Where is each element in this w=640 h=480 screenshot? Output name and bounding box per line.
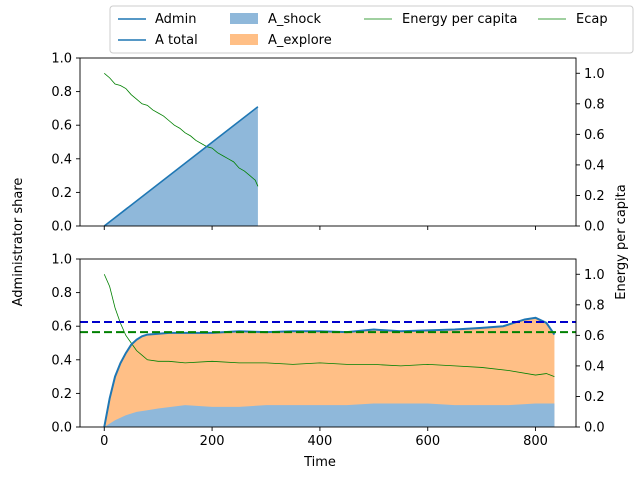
legend-label-admin: Admin: [155, 12, 196, 27]
top-right-y-tick-label: 0.8: [584, 97, 605, 112]
right-y-axis-label: Energy per capita: [614, 184, 629, 299]
bottom-left-y-tick-label: 0.2: [51, 387, 72, 402]
top-right-y-tick-label: 0.2: [584, 189, 605, 204]
top-left-y-tick-label: 1.0: [51, 52, 72, 67]
bottom-left-y-tick-label: 0.6: [51, 320, 72, 335]
bottom-right-y-tick-label: 0.8: [584, 298, 605, 313]
legend-label-ecap: Ecap: [576, 12, 608, 27]
top-left-y-tick-label: 0.8: [51, 85, 72, 100]
legend-swatch-a-explore: [230, 34, 258, 45]
bottom-left-y-tick-label: 1.0: [51, 253, 72, 268]
x-axis-label: Time: [303, 455, 336, 470]
legend-label-a-explore: A_explore: [268, 33, 332, 48]
bottom-right-y-tick-label: 0.0: [584, 421, 605, 436]
top-energy-line: [104, 72, 259, 187]
bottom-a-shock-area: [104, 403, 555, 427]
top-right-y-tick-label: 0.0: [584, 220, 605, 235]
top-admin-line: [103, 106, 259, 227]
bottom-x-tick-label: 400: [307, 434, 332, 449]
bottom-axes: 0 200 400 600 800 0.0 0.2 0.4 0.6 0.8 1.0 0.0 0.2 0.4…: [51, 253, 604, 450]
bottom-right-y-tick-label: 1.0: [584, 268, 605, 283]
top-plot-area: [103, 72, 259, 227]
bottom-x-tick-label: 800: [523, 434, 548, 449]
top-right-y-tick-label: 1.0: [584, 67, 605, 82]
legend-swatch-a-shock: [230, 13, 258, 24]
bottom-panel-frame: [79, 258, 577, 428]
bottom-a-explore-area: [104, 317, 555, 427]
top-left-y-tick-label: 0.0: [51, 220, 72, 235]
bottom-left-y-tick-label: 0.0: [51, 421, 72, 436]
bottom-left-y-tick-label: 0.4: [51, 353, 72, 368]
top-left-y-tick-label: 0.4: [51, 152, 72, 167]
bottom-x-tick-label: 200: [200, 434, 225, 449]
legend: Admin A total A_shock A_explore Energy p…: [109, 5, 634, 54]
top-panel-frame: [79, 57, 577, 227]
top-left-y-tick-label: 0.2: [51, 186, 72, 201]
bottom-right-y-tick-label: 0.4: [584, 359, 605, 374]
top-panel: 0.0 0.2 0.4 0.6 0.8 1.0 0.0 0.2 0.4 0.6 0.8 1.0: [51, 52, 604, 235]
left-y-axis-label: Administrator share: [11, 178, 26, 307]
bottom-x-tick-label: 0: [100, 434, 108, 449]
top-left-y-tick-label: 0.6: [51, 119, 72, 134]
bottom-x-tick-label: 600: [415, 434, 440, 449]
legend-label-energy-per-capita: Energy per capita: [402, 12, 517, 27]
bottom-energy-line: [103, 274, 555, 377]
legend-label-a-shock: A_shock: [268, 12, 322, 27]
bottom-plot-area: [80, 274, 576, 428]
legend-label-a-total: A total: [155, 33, 198, 48]
bottom-right-y-tick-label: 0.2: [584, 390, 605, 405]
top-axes: 0.0 0.2 0.4 0.6 0.8 1.0 0.0 0.2 0.4 0.6 0.8 1.0: [51, 52, 604, 235]
bottom-panel: 0 200 400 600 800 0.0 0.2 0.4 0.6 0.8 1.0 0.0 0.2 0.4…: [51, 253, 604, 450]
bottom-right-y-tick-label: 0.6: [584, 329, 605, 344]
top-right-y-tick-label: 0.4: [584, 158, 605, 173]
bottom-left-y-tick-label: 0.8: [51, 286, 72, 301]
top-right-y-tick-label: 0.6: [584, 128, 605, 143]
